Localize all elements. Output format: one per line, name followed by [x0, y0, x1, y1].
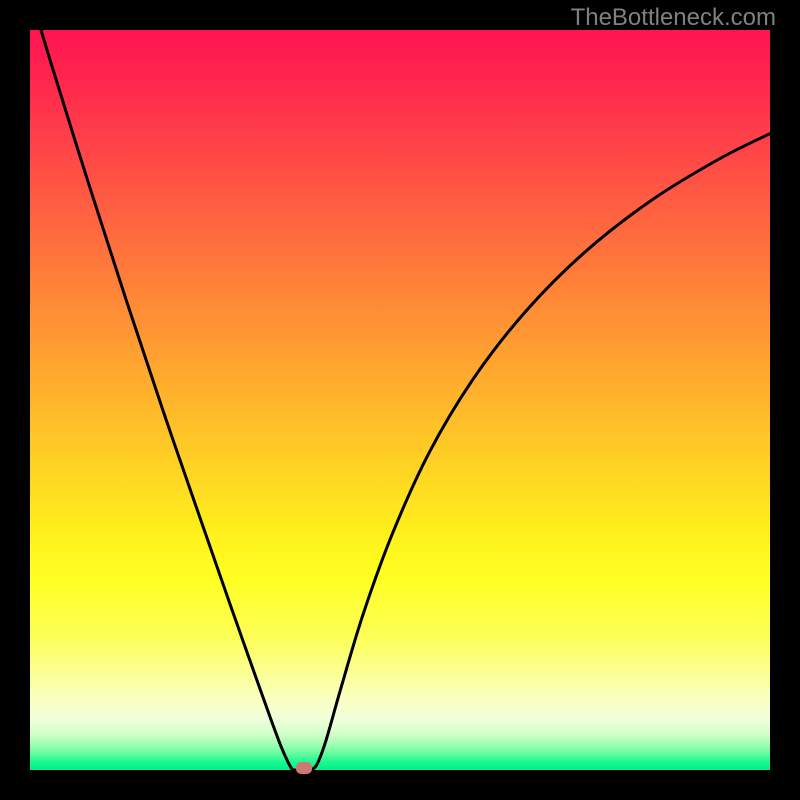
chart-frame: TheBottleneck.com	[0, 0, 800, 800]
curve-segment	[30, 30, 293, 770]
bottleneck-curve	[30, 30, 770, 770]
plot-area	[30, 30, 770, 770]
curve-segment	[311, 134, 770, 770]
optimum-marker	[296, 762, 312, 774]
watermark-label: TheBottleneck.com	[571, 4, 776, 32]
